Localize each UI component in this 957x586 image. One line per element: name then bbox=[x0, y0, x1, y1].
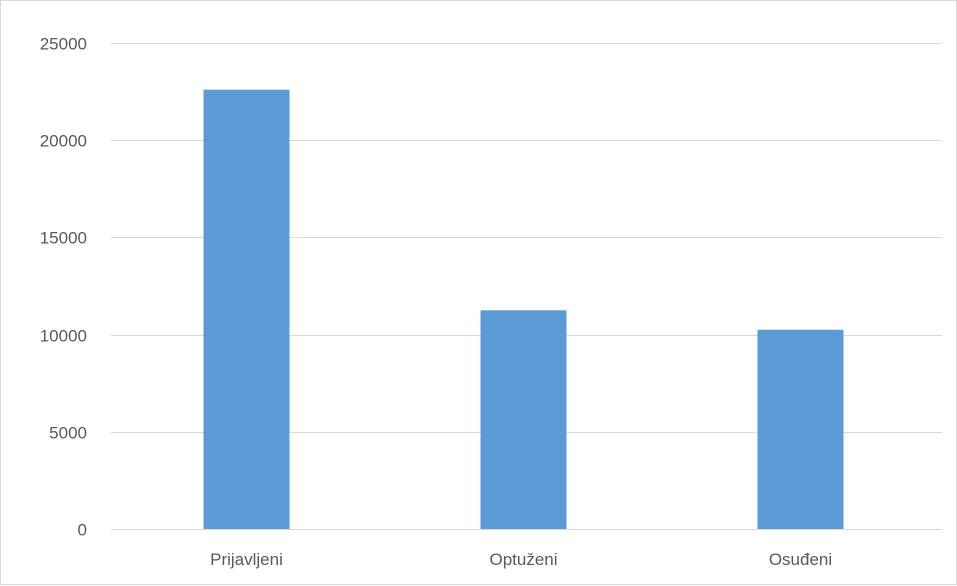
bars bbox=[203, 89, 844, 529]
x-category-label: Prijavljeni bbox=[210, 550, 283, 569]
y-tick-label: 15000 bbox=[40, 229, 87, 248]
bar-3 bbox=[757, 329, 844, 529]
y-tick-label: 5000 bbox=[49, 424, 87, 443]
bar-1 bbox=[203, 89, 290, 529]
bar-2 bbox=[480, 310, 567, 529]
y-tick-label: 10000 bbox=[40, 327, 87, 346]
y-tick-label: 0 bbox=[78, 521, 87, 540]
x-category-label: Osuđeni bbox=[769, 550, 832, 569]
y-tick-label: 25000 bbox=[40, 35, 87, 54]
y-tick-label: 20000 bbox=[40, 132, 87, 151]
x-category-label: Optuženi bbox=[489, 550, 557, 569]
y-axis-tick-labels: 0 5000 10000 15000 20000 25000 bbox=[40, 35, 87, 540]
x-axis-category-labels: Prijavljeni Optuženi Osuđeni bbox=[210, 550, 832, 569]
